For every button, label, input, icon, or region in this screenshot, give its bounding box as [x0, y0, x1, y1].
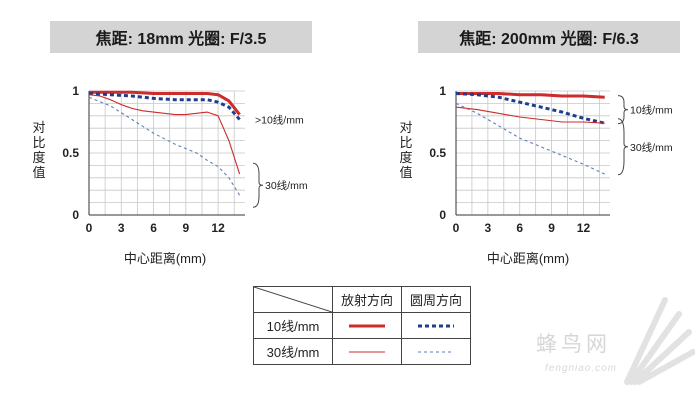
series-line [88, 92, 241, 121]
series-line [455, 92, 606, 125]
x-tick-label: 12 [577, 221, 591, 235]
legend-swatch-30-sagittal [332, 338, 402, 365]
y-tick-label: 0 [439, 208, 446, 222]
x-tick-label: 3 [485, 221, 492, 235]
series-line [455, 106, 605, 124]
legend-swatch-30-meridional [401, 338, 471, 365]
annotation-brace [252, 162, 264, 208]
legend-header-row: 放射方向 圆周方向 [253, 286, 471, 313]
thin-blue-dashed-line-icon [418, 351, 454, 352]
diagonal-line-icon [254, 287, 332, 312]
y-tick-label: 0 [72, 208, 79, 222]
x-tick-label: 6 [516, 221, 523, 235]
x-tick-label: 0 [86, 221, 93, 235]
legend-row-label-10: 10线/mm [253, 312, 333, 339]
y-tick-label: 1 [439, 84, 446, 98]
y-axis-label-right: 对比度值 [399, 120, 413, 180]
annotation-brace [617, 95, 629, 125]
x-tick-label: 0 [453, 221, 460, 235]
x-tick-label: 3 [118, 221, 125, 235]
series-line [88, 96, 241, 196]
series-line [88, 94, 241, 175]
legend-row-30: 30线/mm [253, 338, 471, 365]
legend-header-sagittal: 放射方向 [332, 286, 402, 313]
chart-title-right: 焦距: 200mm 光圈: F/6.3 [418, 21, 680, 53]
series-line [455, 102, 605, 175]
annotation-brace [617, 118, 629, 176]
y-tick-label: 1 [72, 84, 79, 98]
x-tick-label: 9 [182, 221, 189, 235]
thin-red-line-icon [349, 351, 385, 352]
watermark-url: fengniao.com [545, 363, 618, 374]
thick-blue-dashed-line-icon [418, 324, 454, 327]
x-tick-label: 12 [211, 221, 225, 235]
series-line [89, 90, 241, 116]
watermark-text: 蜂鸟网 [536, 333, 611, 356]
legend-swatch-10-sagittal [332, 312, 402, 339]
x-axis-label-left: 中心距离(mm) [123, 251, 207, 266]
y-tick-label: 0.5 [429, 146, 446, 160]
mtf-chart-right: 0 3 6 9 12 0 0.5 1 10线/mm 30线/mm [429, 84, 673, 235]
annotation-label: 30线/mm [630, 141, 673, 154]
legend-row-10: 10线/mm [253, 312, 471, 339]
y-tick-label: 0.5 [62, 146, 79, 160]
legend-swatch-10-meridional [401, 312, 471, 339]
legend-table: 放射方向 圆周方向 10线/mm 30线/mm [253, 286, 471, 365]
x-tick-label: 6 [150, 221, 157, 235]
series-line [456, 92, 605, 99]
annotation-label: >10线/mm [255, 114, 304, 127]
annotation-label: 30线/mm [265, 179, 308, 192]
annotation-label: 10线/mm [630, 104, 673, 117]
legend-corner-cell [253, 286, 333, 313]
x-tick-label: 9 [548, 221, 555, 235]
legend-row-label-30: 30线/mm [253, 338, 333, 365]
x-axis-label-right: 中心距离(mm) [486, 251, 570, 266]
feather-fan-icon [624, 297, 695, 385]
legend-header-meridional: 圆周方向 [401, 286, 471, 313]
chart-title-left: 焦距: 18mm 光圈: F/3.5 [50, 21, 312, 53]
thick-red-line-icon [349, 324, 385, 327]
mtf-chart-left: 0 3 6 9 12 0 0.5 1 >10线/mm 30线/mm [62, 84, 308, 235]
y-axis-label-left: 对比度值 [32, 120, 46, 180]
